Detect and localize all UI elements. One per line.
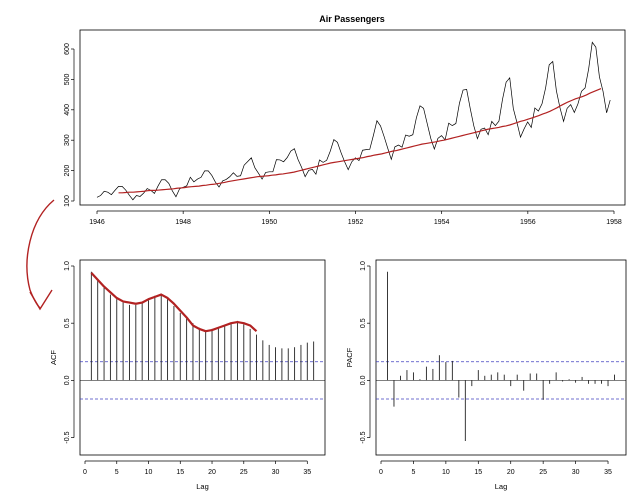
ts-y-tick-label: 400	[64, 104, 71, 116]
hand-drawn-arrow-head	[29, 289, 53, 311]
time-series-panel: Air Passengers 100 200 300 400 500 600 1946 1948…	[64, 14, 626, 226]
acf-x-tick-label: 25	[240, 469, 248, 476]
ts-y-tick-label: 600	[64, 43, 71, 55]
ts-x-tick-label: 1958	[606, 219, 622, 226]
pacf-y-tick-label: 1.0	[360, 261, 367, 271]
pacf-y-tick-label: -0.5	[360, 431, 367, 443]
pacf-x-tick-label: 0	[379, 469, 383, 476]
acf-x-tick-label: 30	[272, 469, 280, 476]
ts-plot-frame	[79, 29, 626, 206]
pacf-y-label: PACF	[345, 347, 354, 367]
ts-x-tick-label: 1952	[348, 219, 364, 226]
acf-y-label: ACF	[49, 350, 58, 365]
acf-trend-curve	[90, 272, 258, 333]
acf-panel: -0.5 0.0 0.5 1.0 ACF 0 5 10 15 20 25 30 35 Lag	[49, 259, 326, 491]
pacf-panel: -0.5 0.0 0.5 1.0 PACF 0 5 10 15 20 25 30 35 Lag	[345, 259, 627, 491]
pacf-x-tick-label: 15	[474, 469, 482, 476]
acf-x-tick-label: 10	[145, 469, 153, 476]
pacf-y-tick-label: 0.0	[360, 375, 367, 385]
acf-x-tick-label: 20	[208, 469, 216, 476]
pacf-x-tick-label: 30	[572, 469, 580, 476]
ts-x-tick-label: 1956	[520, 219, 536, 226]
acf-y-tick-label: 0.5	[64, 318, 71, 328]
ts-y-tick-label: 200	[64, 165, 71, 177]
ts-trend-line	[118, 87, 602, 194]
pacf-plot-frame	[375, 259, 627, 456]
acf-y-tick-label: -0.5	[64, 431, 71, 443]
ts-x-tick-label: 1950	[262, 219, 278, 226]
hand-drawn-arrow	[26, 199, 55, 309]
acf-y-tick-label: 1.0	[64, 261, 71, 271]
ts-title: Air Passengers	[319, 14, 385, 24]
pacf-x-tick-label: 5	[411, 469, 415, 476]
pacf-x-tick-label: 10	[442, 469, 450, 476]
acf-x-tick-label: 15	[176, 469, 184, 476]
acf-plot-frame	[79, 259, 326, 456]
acf-x-label: Lag	[196, 482, 209, 491]
pacf-x-tick-label: 25	[539, 469, 547, 476]
ts-x-tick-label: 1954	[434, 219, 450, 226]
ts-y-tick-label: 300	[64, 134, 71, 146]
ts-y-tick-label: 100	[64, 195, 71, 207]
pacf-x-label: Lag	[495, 482, 508, 491]
ts-x-tick-label: 1948	[175, 219, 191, 226]
pacf-y-tick-label: 0.5	[360, 318, 367, 328]
pacf-x-tick-label: 20	[507, 469, 515, 476]
ts-y-tick-label: 500	[64, 73, 71, 85]
acf-y-tick-label: 0.0	[64, 375, 71, 385]
pacf-x-tick-label: 35	[604, 469, 612, 476]
ts-passengers-line	[96, 41, 611, 201]
acf-x-tick-label: 0	[83, 469, 87, 476]
acf-x-tick-label: 5	[115, 469, 119, 476]
acf-x-tick-label: 35	[303, 469, 311, 476]
ts-x-tick-label: 1946	[89, 219, 105, 226]
